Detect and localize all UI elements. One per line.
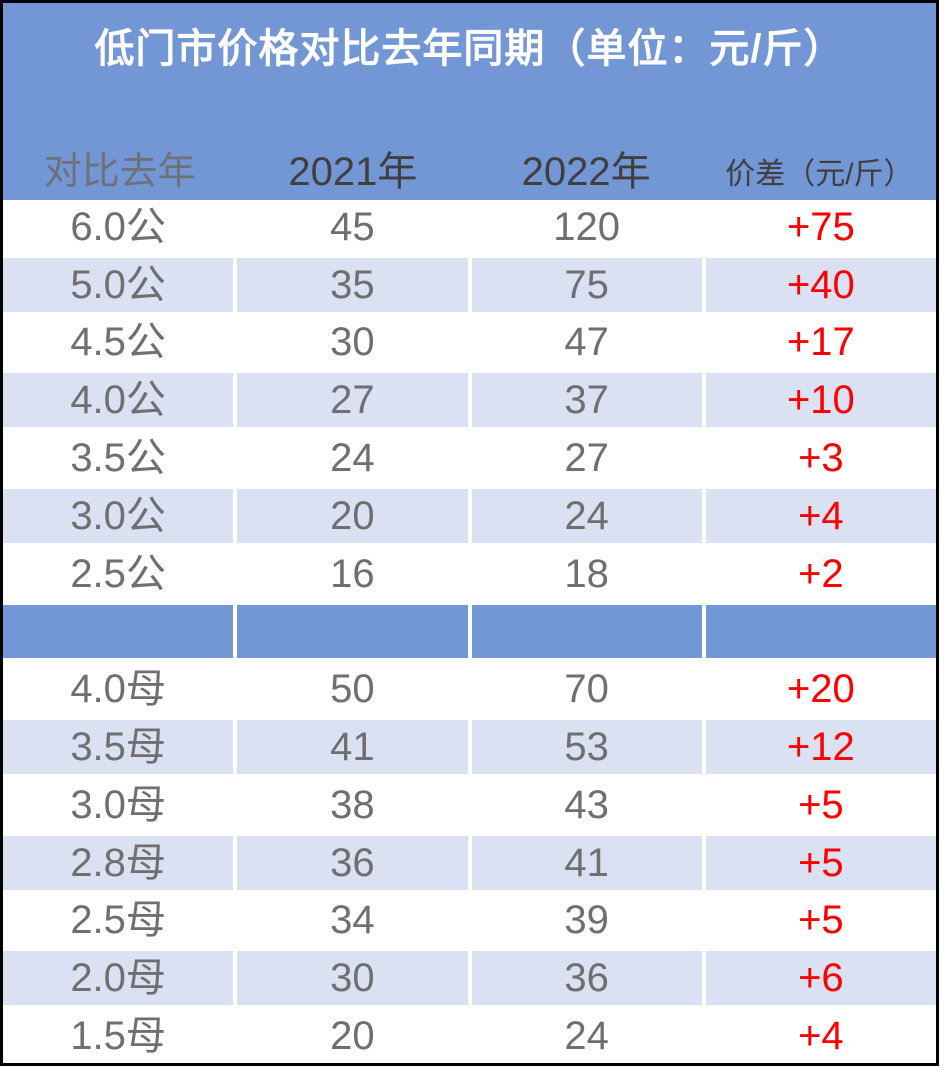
price-2022-cell: 24: [471, 1009, 702, 1063]
price-2021-cell: 36: [237, 835, 468, 890]
separator-row: [3, 604, 936, 659]
price-2021-cell: 16: [237, 546, 468, 601]
separator-cell: [705, 604, 936, 659]
price-2022-cell: 27: [471, 431, 702, 485]
size-cell: 3.0母: [3, 777, 234, 832]
price-diff-cell: +40: [705, 257, 936, 312]
price-diff-cell: +17: [705, 315, 936, 370]
table-row: 6.0公 45 120 +75: [3, 200, 936, 254]
column-header-2021: 2021年: [288, 150, 418, 194]
table-body: 6.0公 45 120 +75 5.0公 35 75 +40 4.5公 30 47 +17 4.0公 27…: [3, 200, 936, 1063]
price-2021-cell: 35: [237, 257, 468, 312]
table-row: 2.5母 34 39 +5: [3, 893, 936, 948]
price-2022-cell: 18: [471, 546, 702, 601]
price-2021-cell: 34: [237, 893, 468, 948]
separator-cell: [3, 604, 234, 659]
column-header-price-diff: 价差（元/斤）: [725, 157, 914, 191]
separator-cell: [471, 604, 702, 659]
price-diff-cell: +5: [705, 777, 936, 832]
size-cell: 4.5公: [3, 315, 234, 370]
price-2021-cell: 45: [237, 200, 468, 254]
price-diff-cell: +5: [705, 893, 936, 948]
table-row: 1.5母 20 24 +4: [3, 1009, 936, 1063]
price-2022-cell: 43: [471, 777, 702, 832]
size-cell: 3.5母: [3, 720, 234, 774]
size-cell: 3.0公: [3, 488, 234, 543]
price-2022-cell: 70: [471, 662, 702, 717]
size-cell: 2.8母: [3, 835, 234, 890]
price-2022-cell: 53: [471, 720, 702, 774]
size-cell: 4.0公: [3, 373, 234, 428]
price-2021-cell: 30: [237, 951, 468, 1006]
size-cell: 3.5公: [3, 431, 234, 485]
table-row: 3.5公 24 27 +3: [3, 431, 936, 485]
column-header-row: 对比去年 2021年 2022年 价差（元/斤）: [3, 149, 936, 200]
table-row: 4.0母 50 70 +20: [3, 662, 936, 717]
table-row: 5.0公 35 75 +40: [3, 257, 936, 312]
price-2022-cell: 120: [471, 200, 702, 254]
column-header-2022: 2022年: [521, 150, 651, 194]
price-2022-cell: 24: [471, 488, 702, 543]
price-2021-cell: 24: [237, 431, 468, 485]
size-cell: 2.5母: [3, 893, 234, 948]
price-2022-cell: 36: [471, 951, 702, 1006]
column-header-compare: 对比去年: [43, 151, 196, 194]
size-cell: 2.0母: [3, 951, 234, 1006]
table-row: 4.5公 30 47 +17: [3, 315, 936, 370]
price-2021-cell: 41: [237, 720, 468, 774]
price-2022-cell: 37: [471, 373, 702, 428]
size-cell: 1.5母: [3, 1009, 234, 1063]
table-row: 3.0母 38 43 +5: [3, 777, 936, 832]
price-diff-cell: +3: [705, 431, 936, 485]
size-cell: 4.0母: [3, 662, 234, 717]
table-row: 2.5公 16 18 +2: [3, 546, 936, 601]
size-cell: 5.0公: [3, 257, 234, 312]
table-title: 低门市价格对比去年同期（单位：元/斤）: [94, 27, 845, 71]
table-row: 4.0公 27 37 +10: [3, 373, 936, 428]
price-2021-cell: 20: [237, 1009, 468, 1063]
price-2022-cell: 39: [471, 893, 702, 948]
price-diff-cell: +2: [705, 546, 936, 601]
table-row: 2.8母 36 41 +5: [3, 835, 936, 890]
table-row: 3.0公 20 24 +4: [3, 488, 936, 543]
table-row: 3.5母 41 53 +12: [3, 720, 936, 774]
price-diff-cell: +4: [705, 488, 936, 543]
price-diff-cell: +4: [705, 1009, 936, 1063]
table-header-block: 低门市价格对比去年同期（单位：元/斤） 对比去年 2021年 2022年 价差（…: [3, 3, 936, 200]
price-2021-cell: 38: [237, 777, 468, 832]
price-2022-cell: 41: [471, 835, 702, 890]
price-diff-cell: +6: [705, 951, 936, 1006]
price-diff-cell: +75: [705, 200, 936, 254]
size-cell: 6.0公: [3, 200, 234, 254]
price-2021-cell: 50: [237, 662, 468, 717]
price-diff-cell: +20: [705, 662, 936, 717]
price-diff-cell: +5: [705, 835, 936, 890]
separator-cell: [237, 604, 468, 659]
size-cell: 2.5公: [3, 546, 234, 601]
price-2021-cell: 20: [237, 488, 468, 543]
price-2022-cell: 47: [471, 315, 702, 370]
table-row: 2.0母 30 36 +6: [3, 951, 936, 1006]
price-2021-cell: 30: [237, 315, 468, 370]
price-2021-cell: 27: [237, 373, 468, 428]
price-2022-cell: 75: [471, 257, 702, 312]
price-diff-cell: +10: [705, 373, 936, 428]
price-diff-cell: +12: [705, 720, 936, 774]
